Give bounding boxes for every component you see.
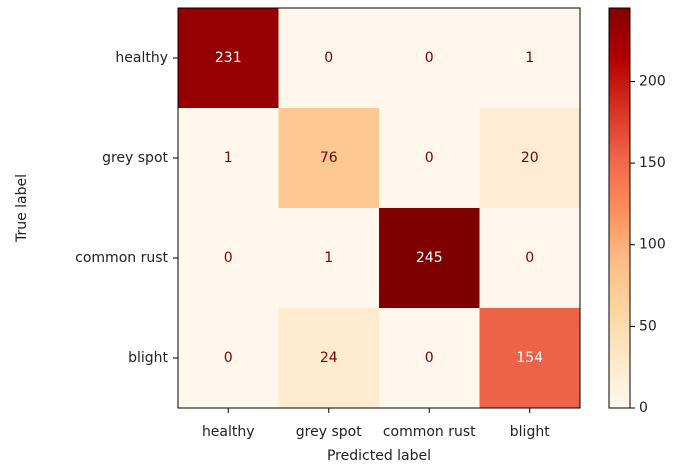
y-tick-label: common rust <box>75 250 168 266</box>
colorbar-tick-label: 200 <box>639 73 666 89</box>
cell <box>379 8 480 109</box>
x-tick-label: blight <box>510 424 550 440</box>
cell-label: 20 <box>521 150 539 166</box>
cell-label: 1 <box>525 50 534 66</box>
cell-label: 0 <box>224 350 233 366</box>
y-tick-label: healthy <box>115 50 168 66</box>
cell-label: 1 <box>224 150 233 166</box>
x-axis-label: Predicted label <box>327 448 431 464</box>
y-tick-label: blight <box>128 350 168 366</box>
cell-label: 1 <box>324 250 333 266</box>
cell <box>479 308 581 409</box>
cell-label: 231 <box>215 50 242 66</box>
colorbar-tick-label: 50 <box>639 318 657 334</box>
cell-label: 0 <box>525 250 534 266</box>
colorbar <box>608 7 631 409</box>
cell <box>379 308 480 409</box>
y-tick-label: grey spot <box>102 150 168 166</box>
cell <box>178 308 279 409</box>
x-tick-label: healthy <box>202 424 255 440</box>
cell-label: 24 <box>320 350 338 366</box>
colorbar-tick-label: 0 <box>639 400 648 416</box>
cell <box>379 208 480 309</box>
cell <box>278 308 380 409</box>
colorbar-tick-label: 150 <box>639 155 666 171</box>
cell <box>278 108 380 209</box>
x-tick-label: grey spot <box>296 424 362 440</box>
plot-frame <box>177 7 581 409</box>
cell-label: 0 <box>425 350 434 366</box>
cell-label: 76 <box>320 150 338 166</box>
cell <box>178 108 279 209</box>
colorbar-tick-label: 100 <box>639 237 666 253</box>
cell <box>479 208 581 309</box>
cell-label: 0 <box>425 150 434 166</box>
cell <box>479 8 581 109</box>
cell-label: 0 <box>224 250 233 266</box>
cell-label: 0 <box>324 50 333 66</box>
cell <box>379 108 480 209</box>
cell <box>278 8 380 109</box>
x-tick-label: common rust <box>383 424 476 440</box>
cell-label: 0 <box>425 50 434 66</box>
cell-label: 154 <box>516 350 543 366</box>
cell <box>178 8 279 109</box>
cell <box>479 108 581 209</box>
y-axis-label: True label <box>14 174 30 243</box>
cell <box>278 208 380 309</box>
cell-label: 245 <box>416 250 443 266</box>
cell <box>178 208 279 309</box>
